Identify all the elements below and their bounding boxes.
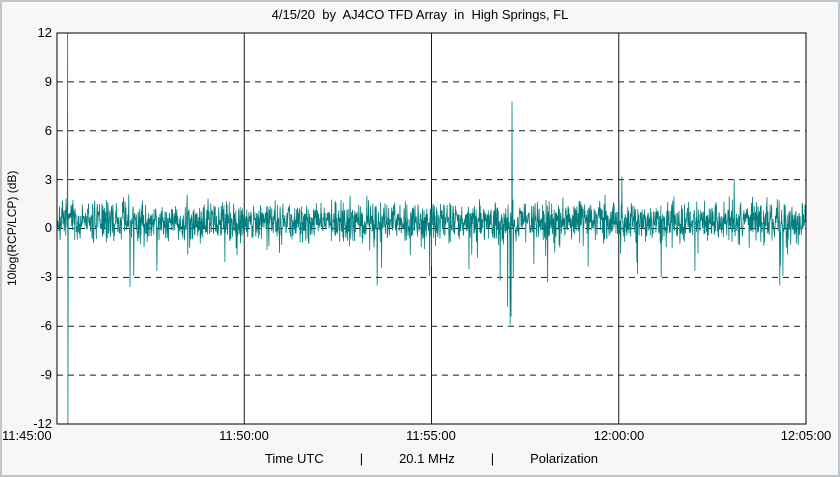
- y-tick-label: -6: [40, 318, 52, 333]
- signal-trace: [57, 33, 806, 424]
- x-tick-label: 11:50:00: [219, 428, 269, 443]
- x-tick-label: 11:55:00: [406, 428, 456, 443]
- y-tick-label: 6: [44, 123, 52, 138]
- y-tick-label: 0: [44, 220, 52, 235]
- y-tick-label: 9: [44, 74, 52, 89]
- x-tick-label: 12:05:00: [780, 428, 832, 443]
- divider: |: [490, 451, 495, 466]
- x-axis-caption: Time UTC | 20.1 MHz | Polarization: [57, 451, 806, 466]
- y-tick-label: -9: [40, 367, 52, 382]
- x-axis-title: Time UTC: [264, 451, 324, 466]
- chart-title: 4/15/20 by AJ4CO TFD Array in High Sprin…: [271, 7, 569, 22]
- y-tick-label: -3: [40, 269, 52, 284]
- frequency-label: 20.1 MHz: [399, 451, 455, 466]
- polarization-label: Polarization: [530, 451, 599, 466]
- x-tick-label: 12:00:00: [593, 428, 645, 443]
- y-tick-label: 12: [37, 25, 52, 40]
- y-tick-label: -12: [33, 416, 52, 431]
- x-tick-label: 11:45:00: [2, 428, 52, 443]
- y-tick-label: 3: [44, 172, 52, 187]
- plot-border: [56, 32, 807, 425]
- divider: |: [359, 451, 364, 466]
